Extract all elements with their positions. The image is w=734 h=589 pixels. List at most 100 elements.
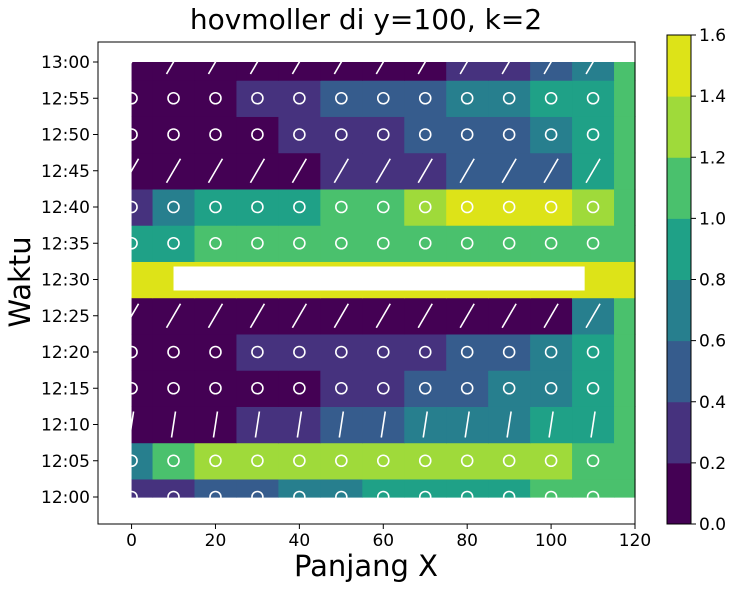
quiver-arrow xyxy=(375,49,391,75)
contour-cell xyxy=(404,478,447,498)
quiver-circle xyxy=(376,236,390,250)
contour-cell xyxy=(320,62,363,81)
contour-cell xyxy=(278,116,321,154)
quiver-circle xyxy=(586,128,600,141)
quiver-circle xyxy=(209,236,222,250)
quiver-circle xyxy=(460,200,474,214)
x-tick-label: 0 xyxy=(126,531,137,551)
quiver-circle xyxy=(418,454,432,468)
y-axis-label: Waktu xyxy=(3,236,37,327)
quiver-arrow xyxy=(333,49,350,75)
contour-cell xyxy=(614,225,636,262)
contour-cell xyxy=(131,333,154,371)
quiver-circle xyxy=(502,345,516,359)
contour-cell xyxy=(404,333,447,371)
quiver-arrow xyxy=(422,411,429,438)
y-tick-label: 12:10 xyxy=(41,416,90,436)
quiver-arrow xyxy=(543,303,559,329)
y-tick-label: 12:55 xyxy=(41,89,90,109)
quiver-circle xyxy=(335,381,348,395)
quiver-circle xyxy=(293,381,306,395)
quiver-arrow xyxy=(501,158,517,184)
quiver-circle xyxy=(586,200,600,214)
quiver-circle xyxy=(293,236,306,250)
quiver-circle xyxy=(586,490,600,504)
contour-cell xyxy=(362,478,405,498)
contour-cell xyxy=(614,297,636,335)
quiver-circle xyxy=(251,236,264,250)
quiver-circle xyxy=(460,454,474,468)
x-axis-ticks: 0 20 40 60 80 100 120 xyxy=(126,524,651,551)
contour-cell xyxy=(488,370,531,407)
contour-cell xyxy=(614,152,636,190)
quiver-circle xyxy=(418,236,432,250)
colorbar-ticks: 0.0 0.2 0.4 0.6 0.8 1.0 1.2 1.4 1.6 xyxy=(691,26,726,535)
quiver-circle xyxy=(376,345,390,359)
quiver-circle xyxy=(418,128,432,141)
colorbar-tick-label: 0.8 xyxy=(699,271,726,291)
quiver-circle xyxy=(460,128,474,141)
contour-cell xyxy=(320,116,363,154)
quiver-circle xyxy=(418,381,432,395)
contour-cell xyxy=(278,478,321,498)
contour-cell xyxy=(614,80,636,117)
x-axis-label: Panjang X xyxy=(294,549,438,583)
quiver-circle xyxy=(251,345,264,359)
contour-cell xyxy=(614,261,636,299)
colorbar-band xyxy=(667,401,691,464)
contour-cell xyxy=(572,62,615,81)
quiver-arrow xyxy=(333,303,350,329)
quiver-circle xyxy=(586,454,600,468)
contour-cell xyxy=(530,188,573,226)
quiver-circle xyxy=(544,345,558,359)
quiver-arrow xyxy=(459,303,475,329)
colorbar-tick-label: 0.6 xyxy=(699,332,726,352)
quiver-arrow xyxy=(417,158,433,184)
quiver-arrow xyxy=(459,49,475,75)
quiver-circle xyxy=(502,91,516,105)
contour-cell xyxy=(572,333,615,371)
quiver-arrow xyxy=(585,158,601,184)
contour-cell xyxy=(446,442,489,480)
quiver-arrow xyxy=(548,411,554,438)
contour-cell xyxy=(404,80,447,117)
contour-cell xyxy=(362,442,405,480)
contour-cell xyxy=(320,188,363,226)
quiver-circle xyxy=(167,454,180,468)
quiver-circle xyxy=(209,454,222,468)
contour-cell xyxy=(152,116,196,154)
quiver-markers xyxy=(123,49,601,504)
quiver-circle xyxy=(251,200,264,214)
contour-cell xyxy=(131,297,154,335)
colorbar-tick-label: 1.6 xyxy=(699,26,726,46)
quiver-arrow xyxy=(291,303,308,329)
quiver-circle xyxy=(460,91,474,105)
contour-cell xyxy=(152,62,196,81)
contour-cell xyxy=(614,333,636,371)
quiver-circle xyxy=(167,200,180,214)
contour-cell xyxy=(152,188,196,226)
quiver-circle xyxy=(251,128,264,141)
contour-cell xyxy=(131,152,154,190)
y-tick-label: 12:40 xyxy=(41,198,90,218)
contour-cell xyxy=(236,478,279,498)
contour-cell xyxy=(320,225,363,262)
colorbar-band xyxy=(667,96,691,158)
quiver-circle xyxy=(376,200,390,214)
quiver-circle xyxy=(502,128,516,141)
quiver-arrow xyxy=(338,411,345,438)
contour-cell xyxy=(194,370,238,407)
contour-cell xyxy=(404,370,447,407)
colorbar-tick-label: 0.2 xyxy=(699,454,726,474)
colorbar-tick-label: 1.4 xyxy=(699,87,726,107)
contour-cell xyxy=(236,62,279,81)
contour-cell xyxy=(446,333,489,371)
contour-cell xyxy=(572,225,615,262)
contour-cell xyxy=(320,442,363,480)
contour-cell xyxy=(194,225,238,262)
quiver-arrow xyxy=(459,158,475,184)
colorbar-tick-label: 0.0 xyxy=(699,515,726,535)
contour-cell xyxy=(236,370,279,407)
contour-cell xyxy=(404,225,447,262)
contour-cell xyxy=(446,116,489,154)
